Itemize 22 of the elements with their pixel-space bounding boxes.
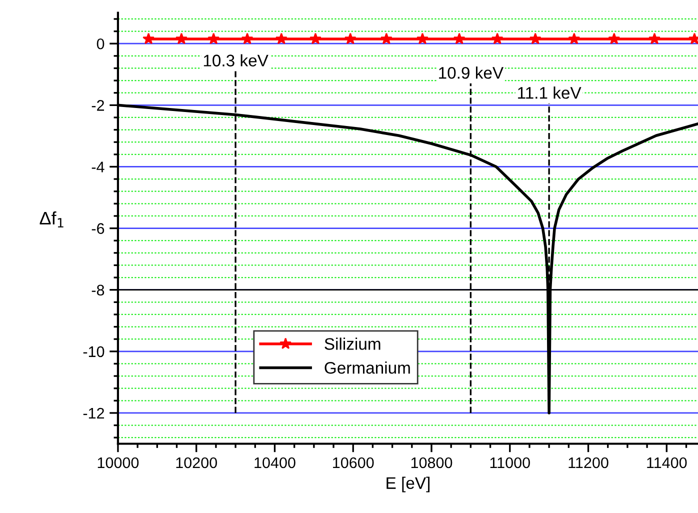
y-tick-label: -12 bbox=[83, 408, 104, 418]
y-tick-label: -6 bbox=[92, 223, 104, 234]
y-tick-label: -2 bbox=[92, 100, 104, 111]
x-tick-label: 10000 bbox=[98, 457, 139, 468]
x-tick-label: 10800 bbox=[411, 457, 452, 468]
ref-line-label: 10.3 keV bbox=[204, 54, 268, 66]
legend-label: Germanium bbox=[324, 362, 410, 374]
y-tick-label: -4 bbox=[92, 162, 104, 172]
x-tick-label: 11200 bbox=[568, 457, 608, 468]
y-tick-label: -10 bbox=[83, 346, 104, 358]
ref-line-label: 10.9 keV bbox=[439, 66, 504, 79]
x-axis-title: E [eV] bbox=[386, 476, 430, 492]
x-tick-label: 10600 bbox=[333, 457, 374, 468]
ref-line-label: 11.1 keV bbox=[518, 86, 582, 99]
legend-label: Silizium bbox=[324, 338, 380, 350]
x-tick-label: 10200 bbox=[176, 457, 217, 468]
x-tick-label: 11000 bbox=[490, 457, 530, 468]
y-axis-title: Δf$_{1}$ bbox=[40, 211, 64, 228]
y-tick-label: 0 bbox=[96, 38, 104, 50]
x-tick-label: 10400 bbox=[254, 457, 296, 468]
y-tick-label: -8 bbox=[92, 284, 104, 296]
x-tick-label: 11400 bbox=[647, 457, 687, 468]
